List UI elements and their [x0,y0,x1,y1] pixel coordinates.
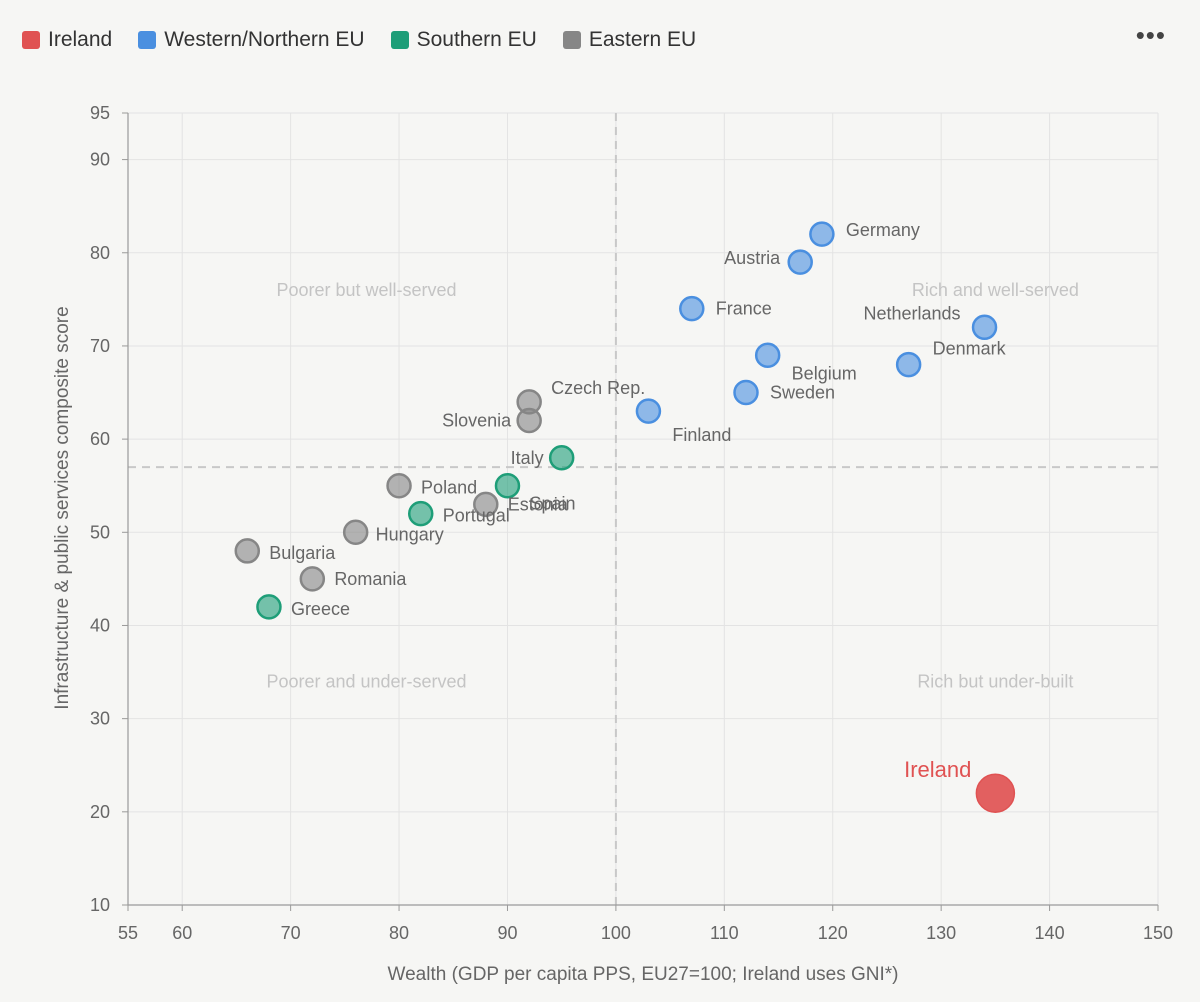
x-tick-label: 140 [1035,923,1065,943]
y-tick-label: 40 [90,615,110,635]
point-austria [787,249,813,275]
point-portugal [407,500,434,527]
point-estonia [473,491,499,518]
point-hungary [342,519,369,546]
point-label-czech-rep: Czech Rep. [551,378,645,398]
quadrant-label: Poorer and under-served [266,671,466,691]
x-tick-label: 150 [1143,923,1173,943]
legend-label: Southern EU [416,28,537,51]
point-label-finland: Finland [672,425,731,445]
x-tick-label: 55 [118,923,138,943]
y-tick-label: 80 [90,243,110,263]
y-axis-title: Infrastructure & public services composi… [52,306,73,709]
legend-label: Ireland [48,28,113,51]
x-tick-label: 60 [172,923,192,943]
point-france [679,295,705,322]
point-finland [635,398,662,424]
x-tick-label: 80 [389,923,409,943]
legend-swatch-southern-eu [390,31,409,49]
point-ireland [975,773,1016,813]
y-tick-label: 90 [90,150,110,170]
point-labels: Germany Austria France Netherlands Belgium De… [269,220,1006,782]
x-tick-label: 100 [601,923,631,943]
quadrant-label: Rich but under-built [917,671,1073,691]
legend-swatch-ireland [22,31,40,49]
point-label-ireland: Ireland [904,757,971,782]
reference-lines [128,113,1158,905]
legend-label: Western/Northern EU [164,28,365,51]
chart-legend: Ireland Western/Northern EU Southern EU … [22,28,696,52]
point-label-slovenia: Slovenia [442,410,512,430]
point-label-romania: Romania [334,569,407,589]
point-slovenia [516,407,542,434]
more-dots-icon[interactable]: ••• [1135,20,1166,50]
x-tick-label: 90 [497,923,517,943]
point-label-denmark: Denmark [933,339,1007,359]
y-tick-label: 95 [90,103,110,123]
legend-item-eastern-eu[interactable]: Eastern EU [562,28,697,52]
point-italy [548,445,575,471]
quadrant-labels: Poorer but well-served Rich and well-serv… [266,280,1078,691]
y-tick-label: 60 [90,429,110,449]
point-label-france: France [716,299,772,319]
x-tick-label: 110 [710,923,739,943]
point-denmark [895,351,922,378]
point-label-poland: Poland [421,478,477,498]
y-tick-label: 10 [90,895,110,915]
axes: 55 60 70 80 90 100 110 120 130 140 150 10 20 30 40 50 60… [90,103,1173,943]
legend-item-ireland[interactable]: Ireland [22,28,112,52]
point-netherlands [971,314,998,341]
x-axis-title: Wealth (GDP per capita PPS, EU27=100; Ir… [388,964,899,985]
point-label-hungary: Hungary [376,524,444,544]
legend-item-southern-eu[interactable]: Southern EU [390,28,537,52]
point-label-portugal: Portugal [443,506,510,526]
x-tick-label: 70 [281,923,301,943]
y-tick-label: 20 [90,802,110,822]
quadrant-label: Poorer but well-served [276,280,456,300]
point-label-sweden: Sweden [770,383,835,403]
legend-label: Eastern EU [588,28,697,51]
point-label-netherlands: Netherlands [863,303,960,323]
point-romania [299,566,326,592]
point-sweden [733,379,759,406]
point-label-bulgaria: Bulgaria [269,543,336,563]
point-label-spain: Spain [529,494,575,514]
point-bulgaria [234,538,261,564]
point-spain [494,472,521,499]
quadrant-label: Rich and well-served [912,280,1079,300]
legend-swatch-western-northern-eu [138,31,157,49]
point-label-greece: Greece [291,599,350,619]
point-label-germany: Germany [846,220,920,240]
y-tick-label: 30 [90,709,110,729]
point-poland [386,472,412,499]
x-tick-label: 130 [926,923,956,943]
point-belgium [754,342,781,369]
x-tick-label: 120 [818,923,848,943]
y-tick-label: 50 [90,522,110,542]
point-label-italy: Italy [511,448,544,468]
point-greece [256,594,282,620]
y-tick-label: 70 [90,336,110,356]
legend-swatch-eastern-eu [562,31,581,49]
point-label-estonia: Estonia [508,494,569,514]
point-label-austria: Austria [724,248,781,268]
point-label-belgium: Belgium [792,363,857,383]
point-germany [809,221,835,247]
legend-item-western-northern-eu[interactable]: Western/Northern EU [138,28,365,52]
data-points [234,221,1016,813]
